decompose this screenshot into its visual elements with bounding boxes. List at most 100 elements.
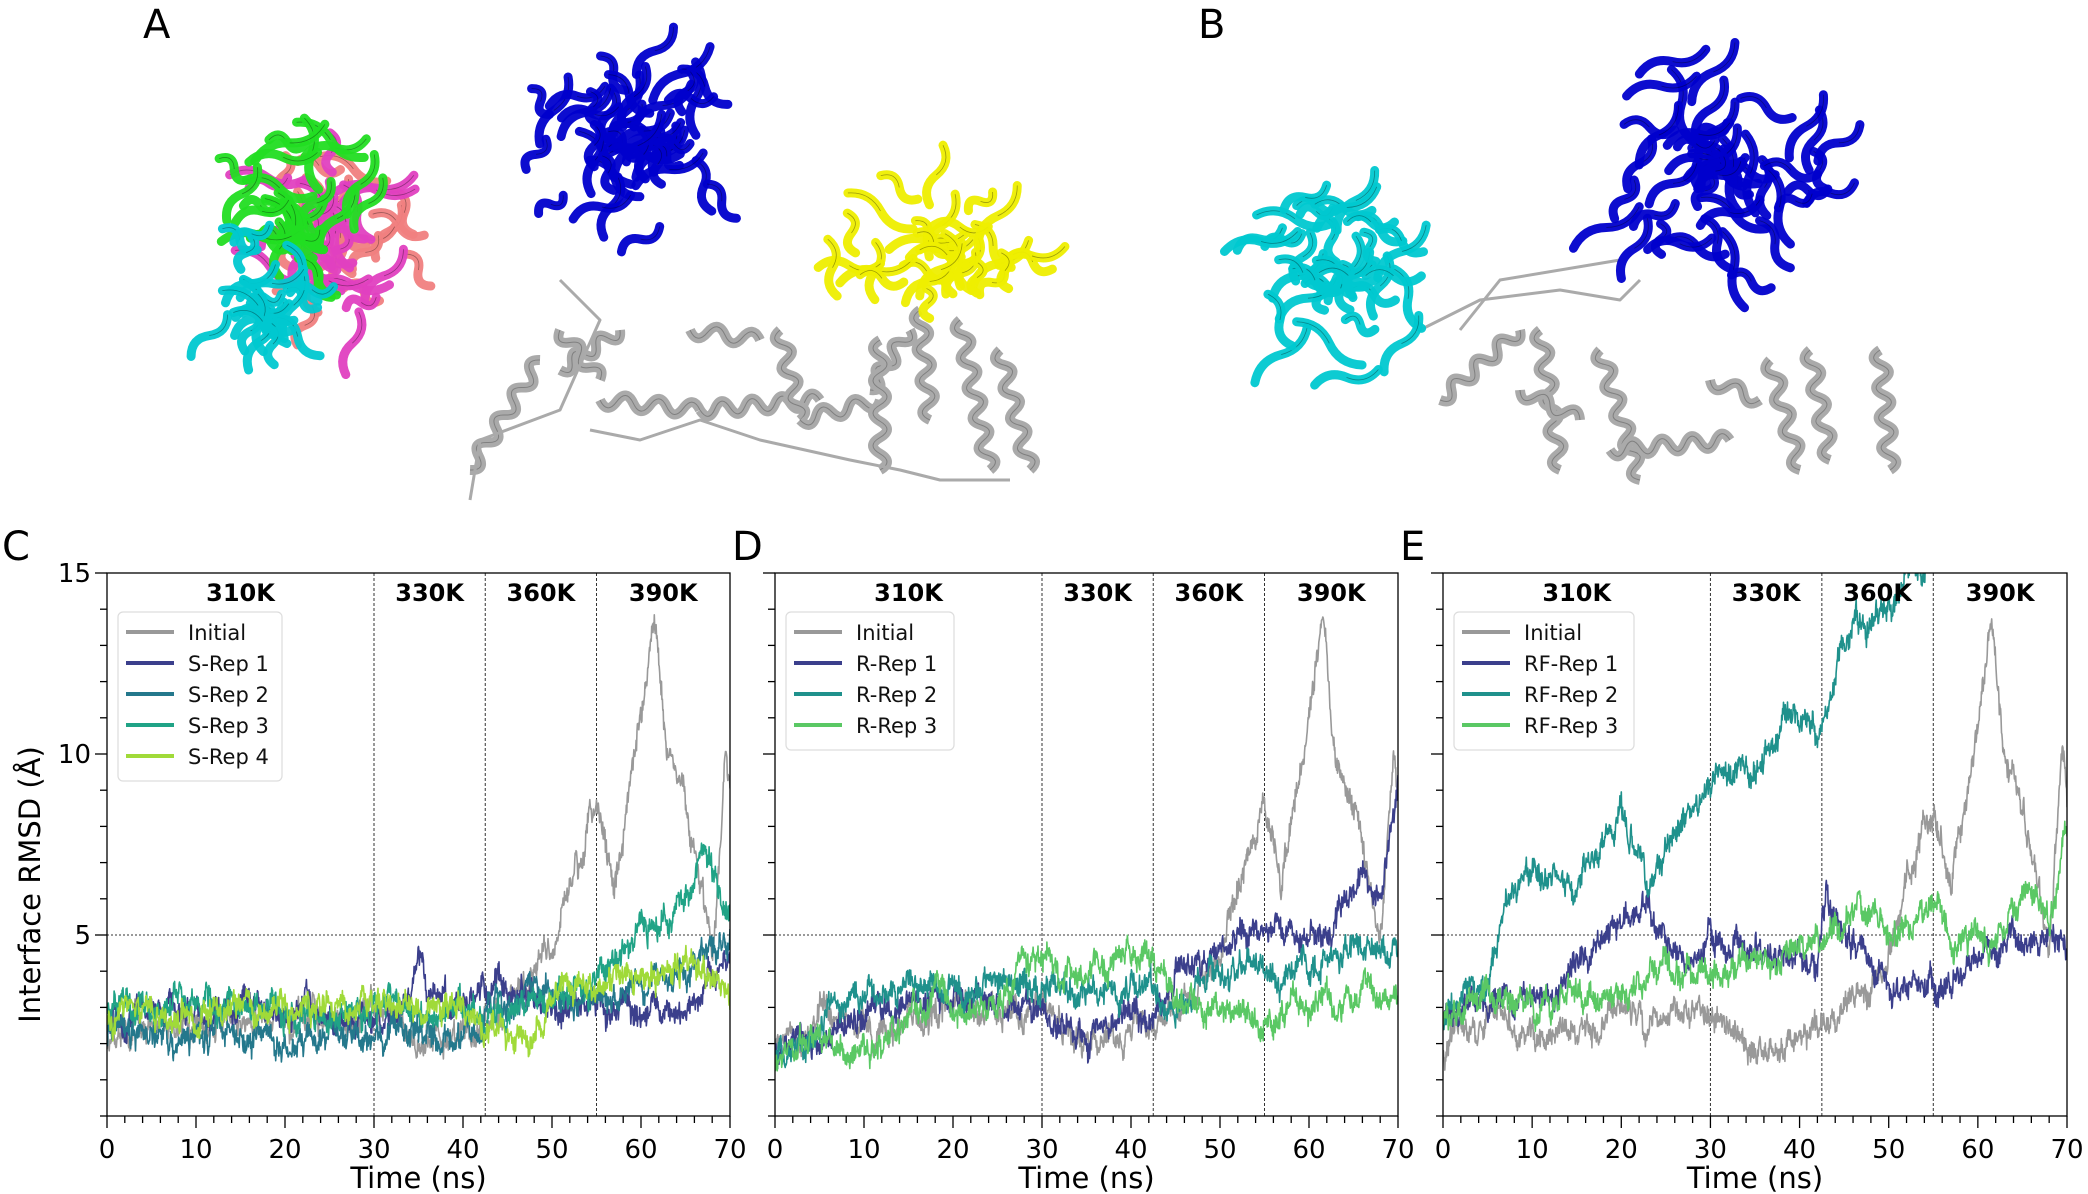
beta-strand (1813, 120, 1865, 166)
strand-edge (1345, 315, 1361, 325)
beta-strand (1672, 134, 1720, 153)
strand-edge (283, 152, 318, 162)
beta-strand (663, 88, 719, 109)
temperature-label: 360K (1175, 579, 1245, 607)
strand-edge (1363, 231, 1374, 247)
strand-edge (360, 297, 377, 307)
strand-edge (277, 192, 297, 226)
beta-strand (1755, 216, 1795, 273)
strand-edge (608, 74, 630, 94)
beta-strand (338, 307, 367, 380)
series-line-r-rep-2 (775, 933, 1398, 1070)
strand-edge (1278, 258, 1304, 273)
antigen-helix (1590, 346, 1646, 485)
strand-edge (980, 191, 994, 203)
beta-strand (915, 241, 980, 269)
fab-blue (520, 22, 741, 257)
strand-edge (673, 143, 691, 151)
temperature-label: 330K (1063, 579, 1133, 607)
strand-edge (1347, 215, 1372, 223)
beta-strand (1644, 158, 1702, 209)
beta-strand (342, 149, 380, 219)
beta-strand (1616, 213, 1653, 283)
strand-edge (222, 289, 259, 306)
strand-edge (550, 195, 564, 207)
protein-structure-b (1219, 38, 1902, 485)
beta-strand (649, 140, 667, 189)
chart-e: 0 10 20 30 40 50 60 70 Time (ns) 310K 330K 360K 390K… (1431, 572, 2084, 1194)
x-tick-label: 60 (1292, 1135, 1325, 1165)
x-tick-label: 0 (767, 1135, 784, 1165)
helix-edge (1533, 329, 1565, 471)
x-tick-label: 40 (446, 1135, 479, 1165)
strand-edge (219, 157, 235, 169)
beta-strand (1568, 202, 1644, 253)
series-line-s-rep-4 (107, 944, 730, 1058)
strand-edge (859, 270, 883, 279)
beta-strand (1250, 322, 1312, 388)
beta-strand (823, 234, 842, 301)
x-tick-label: 0 (1435, 1135, 1452, 1165)
helix-edge (689, 326, 761, 344)
strand-edge (1764, 161, 1792, 171)
strand-edge (669, 152, 704, 171)
legend-entry: S-Rep 2 (188, 683, 269, 707)
helix-edge (559, 329, 621, 373)
helix-edge (774, 329, 806, 421)
x-tick-label: 50 (1872, 1135, 1905, 1165)
beta-strand (186, 310, 233, 361)
beta-strand (568, 190, 636, 224)
series-line-rf-rep-3 (1443, 820, 2067, 1033)
series-line-initial (1443, 618, 2067, 1071)
temperature-label: 330K (1732, 579, 1802, 607)
temperature-label: 330K (395, 579, 465, 607)
beta-strand (1379, 310, 1424, 377)
beta-strand (1312, 182, 1382, 233)
beta-strand (603, 70, 655, 118)
beta-strand (401, 249, 436, 291)
strand-edge (1292, 267, 1316, 281)
strand-edge (1260, 231, 1298, 244)
beta-strand (918, 283, 938, 323)
legend-entry: S-Rep 1 (188, 652, 269, 676)
chart-d: 0 10 20 30 40 50 60 70 Time (ns) 310K 330K 360K 390K… (763, 572, 1415, 1194)
antigen-helix (1529, 326, 1569, 475)
strand-edge (1401, 315, 1420, 345)
y-tick-label: 5 (74, 921, 91, 951)
x-tick-label: 30 (1694, 1135, 1727, 1165)
temperature-label: 360K (507, 579, 577, 607)
strand-edge (1624, 179, 1637, 200)
antigen-helix (595, 390, 705, 420)
strand-edge (919, 245, 948, 256)
legend-entry: Initial (188, 621, 246, 645)
beta-strand (360, 244, 408, 307)
beta-strand (349, 173, 388, 234)
loop (589, 418, 1010, 482)
strand-edge (296, 121, 331, 141)
strand-edge (601, 194, 631, 209)
beta-strand (1687, 38, 1740, 107)
strand-edge (707, 183, 723, 202)
panel-label-b: B (1198, 2, 1225, 48)
beta-strand (1801, 105, 1828, 175)
beta-strand (616, 221, 665, 257)
beta-strand (876, 170, 923, 205)
strand-edge (1715, 156, 1726, 172)
legend-entry: Initial (1524, 621, 1582, 645)
x-tick-label: 40 (1783, 1135, 1816, 1165)
helix-edge (1594, 349, 1641, 481)
temperature-label: 310K (874, 579, 944, 607)
strand-edge (360, 154, 376, 185)
chart-c: 0 10 20 30 40 50 60 70 5 10 15 Time (ns) Interface R… (13, 559, 747, 1194)
strand-edge (1709, 80, 1725, 110)
antigen-helix (949, 316, 1001, 474)
strand-edge (316, 181, 332, 204)
beta-strand (612, 108, 675, 154)
series-group (775, 616, 1398, 1072)
strand-edge (289, 124, 326, 144)
panel-label-c: C (2, 524, 30, 570)
x-tick-label: 10 (1516, 1135, 1549, 1165)
strand-edge (261, 199, 290, 213)
beta-strand (244, 147, 323, 167)
y-tick-label: 10 (58, 740, 91, 770)
